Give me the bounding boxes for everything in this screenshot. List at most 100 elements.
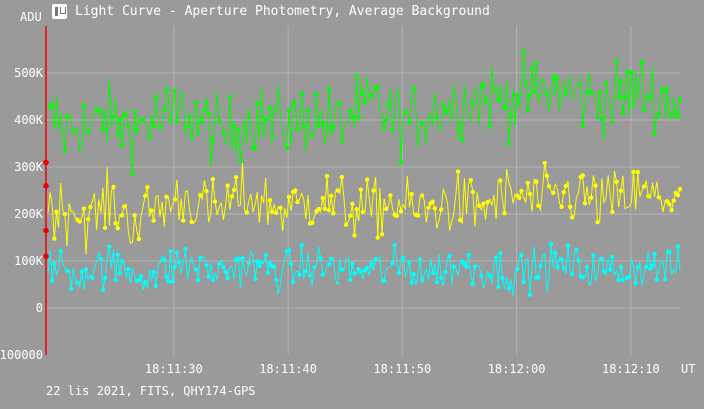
series-point xyxy=(81,103,87,108)
series-point xyxy=(584,264,590,270)
series-point xyxy=(331,211,336,216)
series-point xyxy=(364,177,370,182)
series-point xyxy=(561,189,566,195)
series-point xyxy=(565,243,571,248)
time-cursor[interactable] xyxy=(43,26,49,355)
series-point xyxy=(255,101,260,106)
series-point xyxy=(603,81,609,86)
series-point xyxy=(100,287,106,292)
series-point xyxy=(90,275,95,281)
series-point xyxy=(584,90,590,95)
series-point xyxy=(149,208,154,213)
series-point xyxy=(113,221,118,226)
series-point xyxy=(665,87,670,92)
series-point xyxy=(610,209,615,215)
series-point xyxy=(654,277,659,282)
series-point xyxy=(616,278,621,283)
series-point xyxy=(641,184,647,189)
series-point xyxy=(134,127,139,133)
series-point xyxy=(669,113,674,119)
series-point xyxy=(85,216,91,222)
series-point xyxy=(81,206,87,211)
series-point xyxy=(164,194,169,199)
series-point xyxy=(233,174,239,180)
series-point xyxy=(339,174,345,180)
series-point xyxy=(618,188,624,194)
series-point xyxy=(225,183,230,188)
series-point xyxy=(259,260,264,265)
series-point xyxy=(295,199,300,205)
series-point xyxy=(100,127,106,132)
x-tick-label: 18:12:00 xyxy=(488,362,546,376)
series-point xyxy=(79,269,85,274)
app-logo-icon[interactable] xyxy=(52,4,67,19)
series-point xyxy=(438,275,444,280)
series-point xyxy=(269,136,275,141)
series-point xyxy=(290,101,296,107)
series-point xyxy=(534,61,539,66)
series-point xyxy=(398,160,404,165)
series-point xyxy=(381,126,387,131)
series-point xyxy=(635,169,640,175)
series-point xyxy=(140,117,146,122)
series-point xyxy=(348,108,353,114)
series-point xyxy=(255,259,260,264)
series-point xyxy=(371,188,376,193)
series-point xyxy=(143,193,148,198)
series-point xyxy=(356,115,361,120)
series-point xyxy=(559,204,564,210)
series-point xyxy=(107,244,112,249)
series-point xyxy=(52,261,57,267)
x-axis-label: UT xyxy=(681,362,695,376)
series-point xyxy=(299,91,304,97)
series-point xyxy=(187,114,192,119)
series-point xyxy=(576,258,581,263)
series-point xyxy=(54,209,59,214)
series-point xyxy=(546,183,552,189)
series-point xyxy=(293,188,298,193)
series-point xyxy=(481,201,486,206)
series-point xyxy=(519,252,524,258)
series-point xyxy=(189,219,194,225)
series-point xyxy=(102,275,108,281)
series-point xyxy=(231,187,237,193)
series-point xyxy=(483,99,488,104)
series-point xyxy=(369,261,374,266)
series-point xyxy=(629,70,634,76)
series-point xyxy=(544,173,550,178)
series-point xyxy=(396,270,402,276)
series-point xyxy=(58,248,63,254)
series-point xyxy=(130,171,135,176)
series-point xyxy=(197,192,203,198)
series-point xyxy=(164,274,169,279)
series-point xyxy=(403,109,408,114)
series-point xyxy=(88,204,93,210)
series-point xyxy=(383,118,389,123)
series-point xyxy=(550,190,556,195)
series-point xyxy=(227,94,232,100)
series-point xyxy=(434,279,440,285)
series-point xyxy=(451,264,457,269)
series-point xyxy=(542,160,547,166)
y-axis-label: ADU xyxy=(20,10,42,24)
series-point xyxy=(200,119,205,125)
series-point xyxy=(610,254,615,260)
series-point xyxy=(531,89,537,94)
series-point xyxy=(631,169,636,175)
series-point xyxy=(580,123,585,128)
series-point xyxy=(409,191,414,197)
series-point xyxy=(375,84,380,90)
series-point xyxy=(548,241,554,247)
series-point xyxy=(322,206,328,212)
series-point xyxy=(470,281,476,287)
series-point xyxy=(656,112,662,117)
series-point xyxy=(274,210,279,216)
series-point xyxy=(339,267,345,272)
series-point xyxy=(263,253,268,258)
x-axis-ticks: 18:11:30 18:11:40 18:11:50 18:12:00 18:12:10 xyxy=(145,362,660,376)
series-point xyxy=(337,100,342,106)
series-point xyxy=(620,277,626,282)
series-point xyxy=(582,201,588,206)
series-point xyxy=(210,176,216,182)
